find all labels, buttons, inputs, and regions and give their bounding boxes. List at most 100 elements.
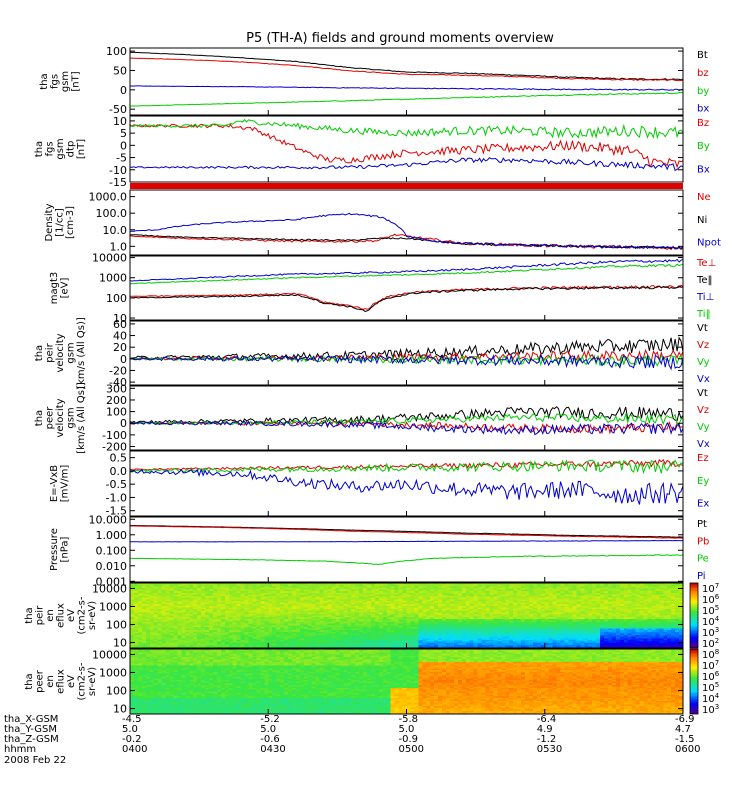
- colorbar-tick-exponent: 7: [715, 582, 719, 590]
- panel-magt3: Te⊥ Te‖ Ti⊥ Ti‖ 10000 1000 100 10 magt3 [eV]: [49, 252, 716, 325]
- series-line-Ey: [130, 459, 683, 475]
- panel-plot-area: [130, 212, 683, 251]
- y-tick-label: 50: [113, 64, 127, 77]
- series-line-bx: [130, 85, 683, 91]
- y-tick-label: 100: [106, 619, 127, 632]
- y-axis-label: peer: [35, 669, 46, 693]
- series-line-Ex: [130, 468, 683, 505]
- y-tick-label: -10: [109, 164, 127, 177]
- y-tick-label: 10: [113, 703, 127, 716]
- legend-entry-bx: bx: [697, 104, 709, 115]
- x-axis-tick-label: 0400: [122, 744, 147, 755]
- panel-frame: [129, 320, 684, 386]
- colorbar-tick-exponent: 6: [715, 670, 720, 678]
- legend-entry-bz: bz: [697, 68, 709, 79]
- panel-plot-area: [130, 524, 683, 566]
- y-axis-label: (cm2-s-: [77, 662, 88, 700]
- colorbar-tick-exponent: 4: [715, 615, 720, 623]
- x-axis-tick-label: -5.8: [399, 714, 419, 725]
- y-axis-label: tha: [24, 673, 35, 689]
- y-tick-label: 0: [120, 139, 127, 152]
- y-tick-label: 10.0: [103, 224, 128, 237]
- colorbar-tick-exponent: 5: [715, 604, 719, 612]
- series-line-Pb: [130, 525, 683, 539]
- y-tick-label: 1.0: [110, 240, 128, 253]
- series-line-Ez: [130, 458, 683, 471]
- y-tick-label: 0.010: [96, 560, 128, 573]
- y-axis-label: en: [45, 675, 56, 688]
- y-axis-label: peer: [45, 406, 56, 430]
- y-axis-label: [km/s (All Qs)]: [76, 382, 87, 454]
- panel-frame: [129, 115, 684, 183]
- y-axis-label: [cm-3]: [65, 206, 76, 239]
- series-line-Npot: [130, 212, 683, 250]
- y-tick-label: 10.000: [89, 513, 128, 526]
- y-axis-label: [nPa]: [60, 536, 71, 562]
- separator-bar: [130, 183, 683, 189]
- legend-entry-Vt: Vt: [697, 323, 708, 334]
- series-line-Pt: [130, 524, 683, 538]
- y-tick-label: 1000: [99, 600, 127, 613]
- panel-pressure: Pt Pb Pe Pi 10.000 1.000 0.100 0.010 0.001 Pressu…: [49, 513, 709, 588]
- y-axis-label: eV: [66, 609, 77, 622]
- series-line-Ti⊥: [130, 258, 683, 282]
- legend-entry-Pe: Pe: [697, 554, 709, 565]
- y-tick-label: 0.0: [110, 465, 128, 478]
- y-tick-label: 100: [106, 292, 127, 305]
- y-axis-label: E=-VxB: [49, 465, 60, 502]
- series-line-Pe: [130, 554, 683, 566]
- colorbar-tick-exponent: 3: [715, 703, 719, 711]
- legend-entry-Vz: Vz: [697, 405, 709, 416]
- y-axis-label: gsm: [55, 138, 66, 159]
- y-tick-label: 10: [113, 312, 127, 325]
- series-line-bz: [130, 57, 683, 82]
- x-axis-tick-label: -4.5: [122, 714, 142, 725]
- series-line-Ti‖: [130, 263, 683, 285]
- legend-entry-Npot: Npot: [697, 238, 721, 249]
- spectrogram-image: [130, 649, 683, 714]
- legend-entry-Vz: Vz: [697, 340, 709, 351]
- colorbar-tick-label: 103: [702, 703, 719, 716]
- y-tick-label: 20: [113, 341, 127, 354]
- y-axis-label: [km/s (All Qs)]: [76, 317, 87, 389]
- legend-entry-Vy: Vy: [697, 422, 710, 433]
- y-axis-label: (cm2-s-: [77, 596, 88, 634]
- y-axis-label: tha: [34, 141, 45, 157]
- series-line-Bz: [130, 123, 683, 169]
- x-axis-tick-label: 5.0: [122, 724, 138, 735]
- legend-entry-By: By: [697, 141, 710, 152]
- panel-efield: Ez Ey Ex 0.50.0-0.5-1.0-1.5 E=-VxB [mV/m]: [49, 450, 709, 518]
- y-axis-label: sr-eV): [87, 667, 98, 696]
- panel-fgs_gsm_mag: Bt bz by bx 100 50 0 -50 tha fgs gsm [nT]: [39, 45, 709, 116]
- legend-entry-by: by: [697, 86, 709, 97]
- y-tick-label: -15: [109, 176, 127, 189]
- legend-entry-Vx: Vx: [697, 439, 710, 450]
- y-tick-label: 1000: [99, 666, 127, 679]
- y-tick-label: 0: [120, 417, 127, 430]
- colorbar-tick-exponent: 8: [715, 648, 719, 656]
- figure-title: P5 (TH-A) fields and ground moments over…: [246, 31, 554, 46]
- y-axis-label: peir: [35, 605, 46, 625]
- y-tick-label: 5: [120, 127, 127, 140]
- legend-entry-Vy: Vy: [697, 357, 710, 368]
- y-tick-label: 10: [113, 637, 127, 650]
- x-axis-row-label: tha_X-GSM: [4, 714, 58, 725]
- legend-entry-Ni: Ni: [697, 215, 707, 226]
- panel-frame: [129, 47, 684, 116]
- y-tick-label: 1.000: [96, 529, 128, 542]
- panel-plot-area: [130, 458, 683, 505]
- y-tick-label: 100.0: [96, 207, 128, 220]
- series-line-Bx: [130, 157, 683, 171]
- y-axis-label: [nT]: [76, 139, 87, 159]
- legend-entry-Ne: Ne: [697, 192, 711, 203]
- x-axis-row-label: 2008 Feb 22: [4, 755, 66, 766]
- series-line-Te‖: [130, 285, 683, 313]
- y-tick-label: 0.001: [96, 575, 128, 588]
- x-axis-tick-label: -1.5: [675, 734, 695, 745]
- y-axis-label: en: [45, 609, 56, 622]
- colorbar-frame: [689, 648, 699, 715]
- legend-entry-Te‖: Te‖: [696, 275, 713, 286]
- y-axis-label: [mV/m]: [60, 465, 71, 503]
- panel-plot-area: [130, 51, 683, 107]
